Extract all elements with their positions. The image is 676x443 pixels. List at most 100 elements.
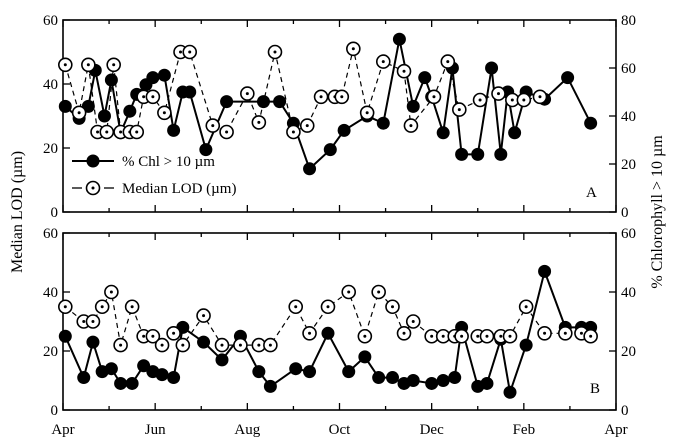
panel-a-chl-point — [485, 61, 499, 75]
panel-a-chl-point — [392, 32, 406, 46]
panel-b-lod-point-dot — [308, 331, 312, 335]
panel-b-chl-point — [215, 353, 229, 367]
panel-b-lod-point-dot — [160, 343, 164, 347]
panel-b-lod-point-dot — [294, 305, 298, 309]
panel-b-chl-point — [58, 329, 72, 343]
panel-a-chl-point — [436, 126, 450, 140]
panel-b-lod-point-dot — [181, 343, 185, 347]
panel-a-lod-point-dot — [538, 95, 542, 99]
panel-b-lod-point-dot — [402, 331, 406, 335]
panel-b-lod-point-dot — [257, 343, 261, 347]
panel-a-chl-point — [303, 162, 317, 176]
panel-a-lod-point-dot — [77, 111, 81, 115]
panel-b-left-tick-label: 60 — [43, 226, 58, 242]
panel-b-lod-point-dot — [172, 331, 176, 335]
panel-b-left-tick-label: 0 — [51, 403, 59, 419]
panel-b-lod-point-dot — [326, 305, 330, 309]
panel-a-chl-point — [584, 116, 598, 130]
panel-a-left-tick-label: 60 — [43, 13, 58, 29]
panel-a-lod-point-dot — [86, 63, 90, 67]
panel-a-chl-point — [406, 99, 420, 113]
panel-b-chl-point — [104, 362, 118, 376]
panel-b-chl-point — [263, 379, 277, 393]
panel-b-chl-point — [358, 350, 372, 364]
x-tick-label: Oct — [329, 422, 351, 438]
x-tick-label: Aug — [234, 422, 260, 438]
panel-a-chl-point — [123, 104, 137, 118]
x-tick-label: Apr — [51, 422, 74, 438]
panel-b-chl-point — [137, 359, 151, 373]
left-y-axis-title: Median LOD (µm) — [9, 151, 26, 273]
panel-a-lod-point-dot — [225, 130, 229, 134]
panel-a-chl-point — [157, 68, 171, 82]
panel-a-lod-point-dot — [351, 47, 355, 51]
panel-b-lod-point-dot — [268, 343, 272, 347]
panel-a-lod-point-dot — [63, 63, 67, 67]
panel-b-lod-point-dot — [142, 334, 146, 338]
legend-chl-marker — [86, 154, 100, 168]
panel-b-letter: B — [590, 381, 600, 397]
panel-a-lod-point-dot — [365, 111, 369, 115]
panel-a-lod-point-dot — [211, 124, 215, 128]
panel-b-lod-point-dot — [411, 320, 415, 323]
panel-b-chl-point — [289, 362, 303, 376]
panel-b-lod-point-dot — [220, 343, 224, 347]
panel-a-chl-point — [323, 143, 337, 157]
panel-b-lod-point-dot — [109, 290, 113, 294]
panel-a-chl-point — [508, 126, 522, 140]
panel-a-chl-point — [471, 147, 485, 161]
panel-a-lod-point-dot — [112, 63, 116, 67]
panel-a-lod-point-dot — [162, 111, 166, 115]
panel-b-lod-point-dot — [151, 334, 155, 338]
panel-b-lod-point-dot — [499, 334, 503, 338]
panel-a-lod-point-dot — [478, 98, 482, 102]
panel-b-chl-point — [538, 264, 552, 278]
panel-b-chl-point — [448, 371, 462, 385]
panel-a-chl-point — [494, 147, 508, 161]
panel-b-lod-point-dot — [430, 334, 434, 338]
panel-b-lod-point-dot — [563, 331, 567, 335]
panel-b-lod-point-dot — [63, 305, 67, 309]
panel-a-chl-point — [58, 99, 72, 113]
panel-b-lod-point-dot — [579, 331, 583, 335]
panel-b-lod-point-dot — [508, 334, 512, 338]
panel-a-left-tick-label: 40 — [43, 77, 58, 93]
panel-b-right-tick-label: 60 — [621, 226, 636, 242]
panel-b-lod-point-dot — [524, 305, 528, 309]
panel-b-chl-point — [372, 371, 386, 385]
panel-b-chl-point — [86, 335, 100, 349]
panel-a-left-tick-label: 0 — [51, 205, 59, 221]
panel-b-chl-point — [436, 374, 450, 387]
panel-b-chl-point — [167, 371, 181, 385]
panel-a-chl-point — [167, 123, 181, 137]
x-tick-label: Apr — [604, 422, 627, 438]
panel-b-lod-point-dot — [100, 305, 104, 309]
right-y-axis-title: % Chlorophyll > 10 µm — [649, 135, 666, 289]
panel-a-lod-point-dot — [105, 130, 109, 134]
panel-a-right-tick-label: 40 — [621, 109, 636, 125]
panel-a-lod-point-dot — [135, 130, 139, 134]
panel-b-chl-point — [114, 376, 128, 390]
panel-b-chl-point — [385, 371, 399, 385]
panel-a-lod-point-dot — [119, 130, 123, 134]
panel-a-lod-point-dot — [179, 50, 183, 54]
panel-a-lod-point-dot — [245, 92, 249, 96]
panel-b-left-tick-label: 40 — [43, 285, 58, 301]
chart-marks: 0 20 40 60 0 20 40 60 80 0 20 40 60 0 20 40 60 Apr Jun Aug O… — [43, 13, 636, 438]
legend: % Chl > 10 µm Median LOD (µm) — [72, 154, 236, 197]
panel-b-lod-point-dot — [91, 320, 95, 323]
panel-a-chl-point — [376, 116, 390, 130]
panel-a-left-tick-label: 20 — [43, 141, 58, 157]
panel-a-lod-point-dot — [340, 95, 344, 99]
panel-a-lod-point-dot — [457, 108, 461, 112]
panel-b-chl-point — [155, 368, 169, 382]
panel-a-lod-point-dot — [446, 60, 450, 64]
panel-a-chl-point — [418, 71, 432, 85]
panel-a-lod-point-dot — [257, 120, 261, 124]
panel-b-chl-point — [197, 335, 211, 349]
panel-b-chl-point — [342, 365, 356, 379]
panel-a-lod-point-dot — [151, 95, 155, 99]
panel-a-right-tick-label: 20 — [621, 157, 636, 173]
panel-b-lod-point-dot — [363, 334, 367, 338]
